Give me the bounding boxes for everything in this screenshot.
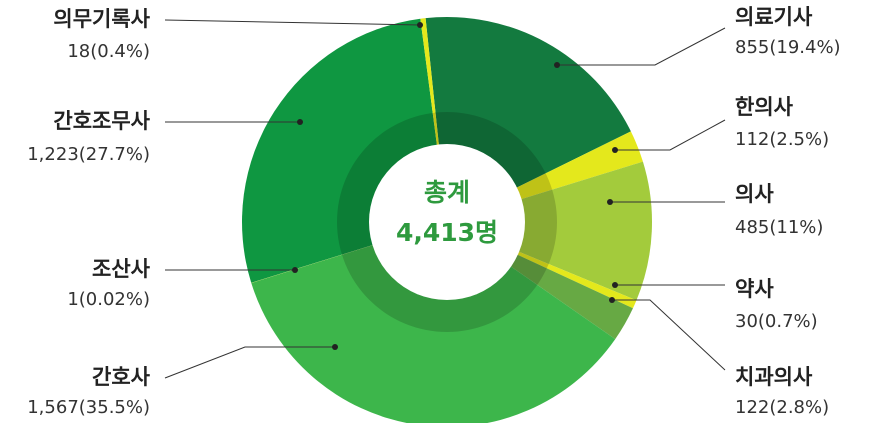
donut-hole [369,144,525,300]
leader-line [557,27,726,66]
slice-label: 의무기록사 [53,7,150,31]
leader-dot [612,147,618,153]
leader-line [615,119,726,151]
slice-label: 간호조무사 [53,109,150,133]
value-label: 122(2.8%) [735,397,829,418]
leader-dot [417,22,423,28]
leader-dot [297,119,303,125]
value-label: 1,223(27.7%) [27,144,150,165]
leader-line [164,346,335,379]
value-label: 112(2.5%) [735,129,829,150]
value-label: 485(11%) [735,217,823,238]
leader-line [612,299,726,371]
slice-label: 간호사 [92,365,151,389]
slice-label: 의사 [735,182,774,206]
leader-dot [554,62,560,68]
leader-dot [332,344,338,350]
leader-dot [292,267,298,273]
slice-label: 약사 [735,277,774,301]
slice-label: 치과의사 [735,365,813,389]
leader-line [164,19,421,26]
value-label: 18(0.4%) [67,41,150,62]
leader-dot [612,282,618,288]
value-label: 1(0.02%) [67,289,150,310]
slice [251,222,616,427]
value-label: 30(0.7%) [735,311,818,332]
value-label: 1,567(35.5%) [27,397,150,418]
center-value: 4,413명 [396,218,498,247]
slice-label: 조산사 [92,257,151,281]
leader-dot [607,199,613,205]
slice-label: 의료기사 [735,5,813,29]
slice-label: 한의사 [735,95,794,119]
slice [447,161,652,301]
leader-dot [609,297,615,303]
value-label: 855(19.4%) [735,37,841,58]
center-title: 총계 [424,178,470,207]
